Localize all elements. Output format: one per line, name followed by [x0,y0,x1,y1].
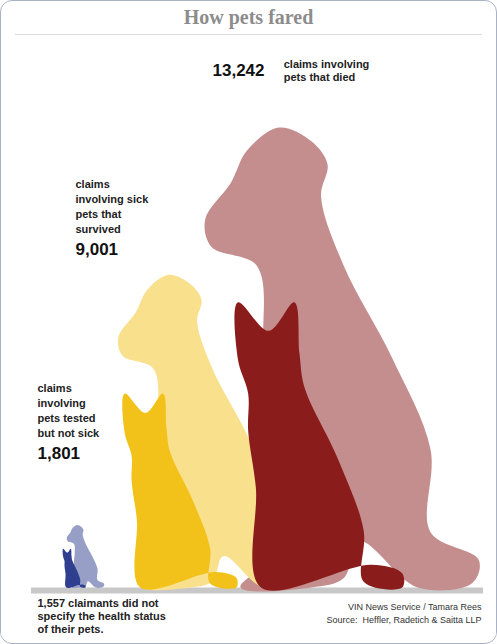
svg-text:specify the health status1,557: specify the health status1,557 [38,610,166,622]
svg-text:claims: claims [76,178,110,190]
svg-text:pets tested: pets tested [38,412,96,424]
svg-text:pets that: pets that [76,208,122,220]
svg-text:involving sick: involving sick [76,193,150,205]
svg-text:9,001: 9,001 [76,240,119,259]
html-text:How pets fared: How pets fared [183,6,314,28]
svg-text:survived: survived [76,223,121,235]
svg-text:13,242: 13,242 [213,61,265,80]
svg-text:pets that died: pets that died [284,71,356,83]
svg-text:Source: Heffler, Radetich & S: Source: Heffler, Radetich & Saitta LLP [327,615,482,625]
svg-text:VIN News Service / Tamara Rees: VIN News Service / Tamara Rees [348,602,482,612]
svg-text:claims involving: claims involving [284,58,370,70]
svg-text:of their pets.1,557: of their pets.1,557 [38,623,104,635]
svg-text:claims: claims [38,382,72,394]
svg-text:but not sick: but not sick [38,427,101,439]
svg-text:1,557 claimants did not1,557: 1,557 claimants did not1,557 [38,597,159,609]
svg-text:involving: involving [38,397,86,409]
svg-text:1,801: 1,801 [38,444,81,463]
